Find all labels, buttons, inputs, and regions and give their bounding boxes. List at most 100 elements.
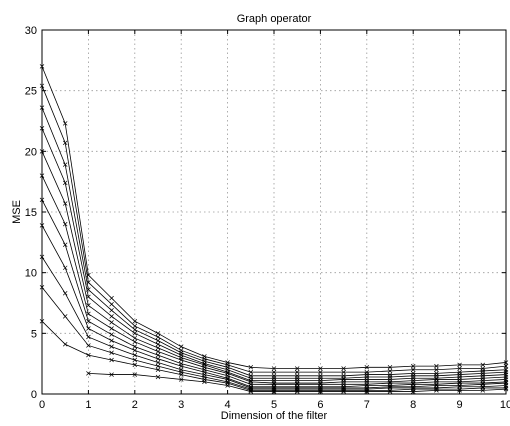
x-tick-label: 10 — [500, 399, 510, 411]
data-point-marker — [132, 318, 138, 324]
data-point-marker — [62, 140, 68, 146]
data-point-marker — [457, 366, 462, 371]
data-point-marker — [132, 344, 138, 349]
x-tick-label: 2 — [132, 399, 138, 411]
data-point-marker — [457, 362, 462, 368]
data-point-marker — [318, 366, 323, 371]
data-point-marker — [155, 352, 161, 358]
data-point-marker — [294, 389, 300, 394]
data-point-marker — [480, 362, 486, 368]
data-point-marker — [86, 343, 91, 348]
data-point-marker — [387, 389, 393, 394]
y-tick-label: 10 — [25, 268, 37, 280]
data-point-marker — [364, 365, 370, 370]
data-point-marker — [132, 357, 138, 363]
data-point-marker — [109, 301, 114, 307]
data-point-marker — [178, 344, 184, 349]
data-point-marker — [62, 221, 68, 227]
data-point-marker — [155, 374, 161, 380]
data-point-marker — [271, 369, 277, 375]
data-point-marker — [109, 338, 114, 343]
data-point-marker — [155, 334, 161, 340]
data-point-marker — [387, 365, 393, 370]
data-point-marker — [132, 327, 138, 332]
data-point-marker — [155, 345, 161, 351]
x-tick-label: 4 — [225, 399, 231, 411]
data-point-marker — [86, 326, 91, 331]
data-point-marker — [109, 308, 114, 313]
data-point-marker — [178, 363, 184, 369]
x-tick-label: 5 — [271, 399, 277, 411]
chart-title: Graph operator — [237, 13, 312, 25]
data-point-marker — [62, 265, 68, 271]
data-point-marker — [109, 320, 114, 325]
x-tick-label: 9 — [457, 399, 463, 411]
data-point-marker — [62, 180, 68, 186]
data-point-marker — [132, 339, 138, 345]
data-point-marker — [480, 388, 486, 393]
data-point-marker — [62, 201, 68, 206]
x-axis-label: Dimension of the filter — [221, 410, 328, 422]
data-point-marker — [86, 318, 91, 324]
data-point-marker — [132, 348, 138, 353]
data-point-marker — [132, 331, 138, 336]
x-tick-label: 0 — [39, 399, 45, 411]
data-point-marker — [225, 383, 230, 388]
data-point-marker — [86, 303, 91, 308]
data-point-marker — [178, 377, 184, 382]
data-point-marker — [109, 332, 114, 337]
data-point-marker — [434, 363, 439, 369]
data-point-marker — [155, 331, 161, 336]
x-tick-label: 3 — [178, 399, 184, 411]
data-point-marker — [62, 162, 68, 167]
y-axis-label: MSE — [11, 200, 23, 224]
data-point-marker — [410, 367, 416, 372]
data-point-marker — [62, 314, 68, 319]
data-point-marker — [178, 357, 184, 363]
data-point-marker — [109, 372, 114, 377]
data-point-marker — [294, 369, 300, 375]
data-point-marker — [155, 356, 161, 362]
series-12 — [86, 371, 509, 394]
data-point-marker — [109, 295, 114, 301]
data-point-marker — [132, 372, 138, 377]
data-point-marker — [155, 342, 161, 347]
series-6 — [39, 173, 509, 386]
data-point-marker — [109, 350, 114, 355]
data-point-marker — [341, 369, 346, 375]
data-point-marker — [132, 362, 138, 368]
data-point-marker — [155, 363, 161, 369]
data-point-marker — [132, 352, 138, 358]
data-point-marker — [248, 389, 254, 394]
data-point-marker — [410, 363, 416, 369]
y-tick-label: 25 — [25, 86, 37, 98]
data-point-marker — [248, 365, 254, 370]
y-tick-label: 5 — [31, 328, 37, 340]
data-point-marker — [132, 323, 138, 329]
data-point-marker — [178, 372, 184, 377]
data-point-marker — [109, 326, 114, 331]
data-point-marker — [86, 311, 91, 317]
y-tick-label: 30 — [25, 25, 37, 37]
data-point-marker — [109, 357, 114, 363]
data-point-marker — [248, 369, 254, 375]
data-point-marker — [155, 360, 161, 365]
data-point-marker — [62, 291, 68, 296]
x-tick-label: 8 — [410, 399, 416, 411]
data-point-marker — [62, 121, 68, 126]
data-point-marker — [387, 368, 393, 374]
data-point-marker — [62, 242, 68, 248]
data-point-marker — [434, 367, 439, 372]
data-point-marker — [294, 366, 300, 371]
data-point-marker — [62, 342, 68, 347]
x-tick-label: 6 — [317, 399, 323, 411]
x-tick-label: 7 — [364, 399, 370, 411]
ticks: 0 1 2 3 4 5 6 7 8 9 10 0 5 10 15 20 25 30 — [25, 25, 510, 411]
series-4 — [39, 126, 509, 381]
data-point-marker — [132, 335, 138, 341]
y-tick-label: 0 — [31, 389, 37, 401]
data-point-marker — [341, 366, 346, 371]
data-point-marker — [318, 369, 323, 375]
data-point-marker — [434, 388, 439, 393]
